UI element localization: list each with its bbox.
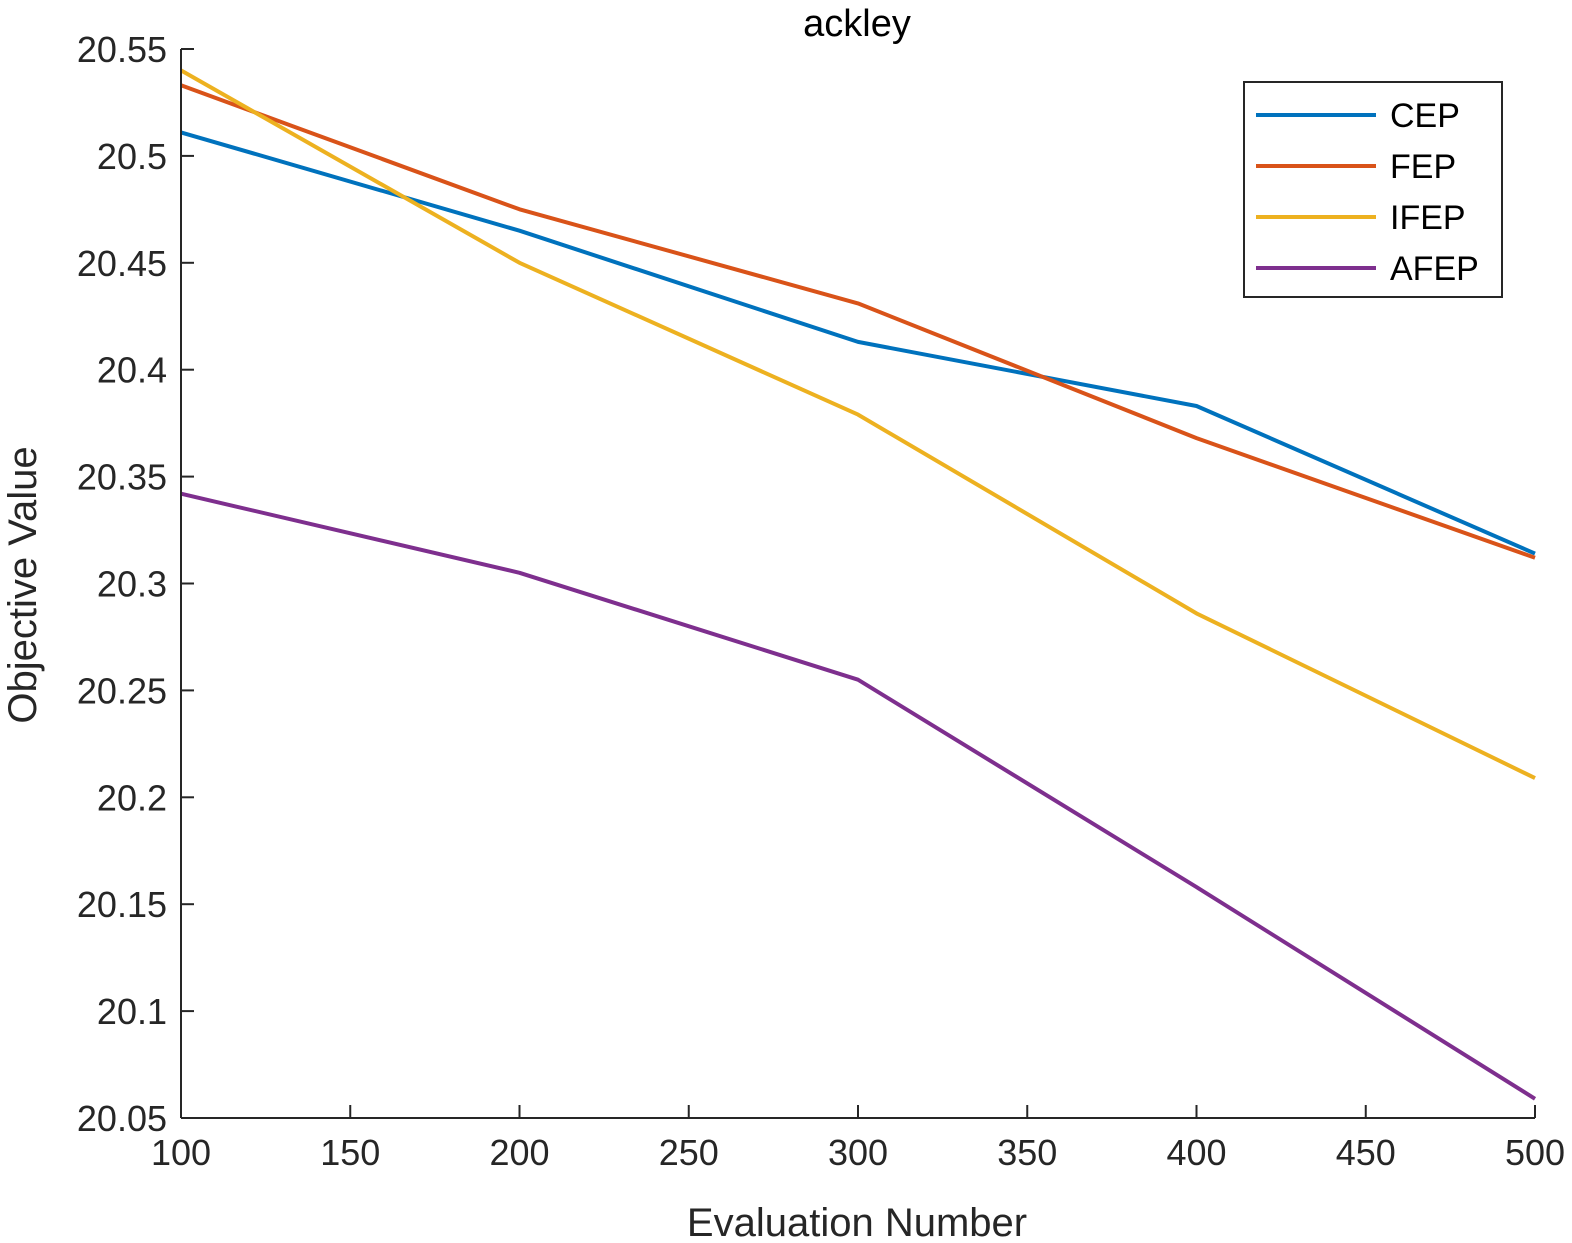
- y-tick-label: 20.45: [77, 243, 167, 284]
- legend: CEP FEP IFEP AFEP: [1243, 81, 1503, 298]
- legend-entries: CEP FEP IFEP AFEP: [1256, 97, 1479, 288]
- series-line-fep: [180, 83, 1536, 560]
- legend-label-afep: AFEP: [1390, 250, 1479, 288]
- y-tick-label: 20.4: [97, 350, 167, 391]
- y-tick-label: 20.2: [97, 777, 167, 818]
- y-tick-label: 20.35: [77, 457, 167, 498]
- y-axis-label: Objective Value: [1, 446, 45, 723]
- y-tick-label: 20.05: [77, 1098, 167, 1139]
- y-tick-label: 20.55: [77, 29, 167, 70]
- y-tick-label: 20.5: [97, 136, 167, 177]
- y-tick-label: 20.25: [77, 670, 167, 711]
- series-line-afep: [180, 491, 1537, 1101]
- y-tick-label: 20.3: [97, 564, 167, 605]
- legend-box: [1243, 81, 1503, 298]
- series-line-ifep: [180, 68, 1536, 780]
- x-tick-label: 450: [1336, 1132, 1396, 1173]
- x-axis-label: Evaluation Number: [687, 1201, 1027, 1243]
- legend-label-fep: FEP: [1390, 148, 1456, 186]
- x-tick-label: 350: [997, 1132, 1057, 1173]
- legend-label-ifep: IFEP: [1390, 199, 1466, 237]
- x-tick-label: 400: [1166, 1132, 1226, 1173]
- plot-lines: [180, 68, 1537, 1101]
- x-tick-label: 250: [659, 1132, 719, 1173]
- x-tick-label: 200: [489, 1132, 549, 1173]
- x-tick-label: 300: [828, 1132, 888, 1173]
- y-tick-label: 20.15: [77, 884, 167, 925]
- y-tick-label: 20.1: [97, 991, 167, 1032]
- x-tick-label: 500: [1505, 1132, 1565, 1173]
- legend-label-cep: CEP: [1390, 97, 1460, 135]
- x-tick-label: 100: [151, 1132, 211, 1173]
- x-tick-label: 150: [320, 1132, 380, 1173]
- ticks: 100 150 200 250 300 350 400 450 500 20.05 20.1 20.1…: [77, 29, 1565, 1173]
- chart-title: ackley: [803, 3, 911, 45]
